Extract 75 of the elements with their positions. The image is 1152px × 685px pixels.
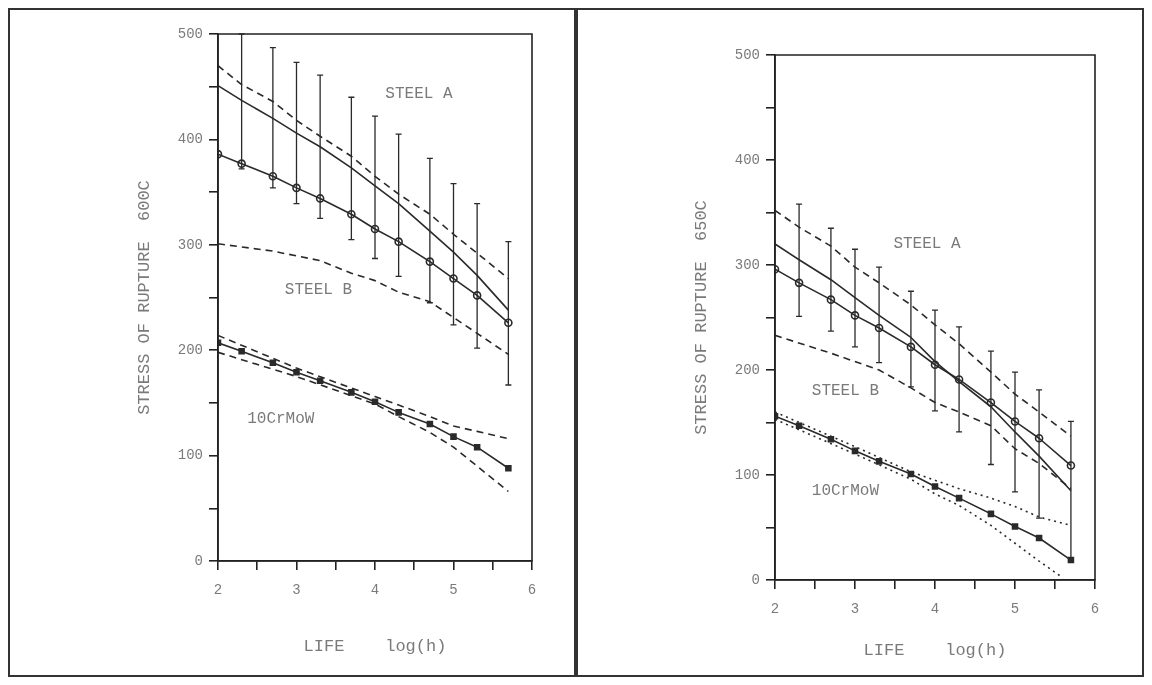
point <box>826 295 836 304</box>
point <box>370 224 380 234</box>
point <box>907 470 915 478</box>
x-tick-label: 4 <box>930 601 940 618</box>
point <box>371 398 379 406</box>
annotation: STEEL B <box>811 382 880 401</box>
point <box>293 369 300 376</box>
point <box>986 398 996 407</box>
point <box>850 311 860 320</box>
y-tick-label: 100 <box>177 447 203 464</box>
x-tick-label: 5 <box>1010 601 1020 618</box>
y-tick-label: 200 <box>177 341 203 358</box>
y-tick-label: 400 <box>734 151 760 168</box>
x-tick-label: 2 <box>213 582 223 599</box>
point <box>472 291 482 300</box>
point <box>449 274 458 283</box>
annotation: STEEL A <box>385 85 453 104</box>
point <box>794 278 804 288</box>
x-axis-title: LIFE log(h) <box>303 637 447 657</box>
point <box>268 171 278 181</box>
x-tick-label: 5 <box>449 582 458 599</box>
x-tick-label: 3 <box>292 582 301 599</box>
point <box>827 436 835 443</box>
y-tick-label: 300 <box>734 256 760 273</box>
annotation: 10CrMoW <box>247 409 315 428</box>
point <box>473 443 481 451</box>
point <box>425 257 435 266</box>
y-tick-label: 0 <box>194 552 203 569</box>
annotation: STEEL A <box>893 235 961 254</box>
point <box>1011 523 1019 530</box>
point <box>395 409 402 416</box>
point <box>450 433 457 440</box>
y-tick-label: 500 <box>177 25 203 42</box>
point <box>269 359 277 367</box>
point <box>874 323 884 333</box>
point <box>851 447 859 455</box>
point <box>1034 433 1044 443</box>
point <box>292 183 301 193</box>
point <box>348 389 355 396</box>
x-tick-label: 3 <box>850 601 860 618</box>
y-axis-title: STRESS OF RUPTURE 650C <box>691 200 711 435</box>
point <box>504 318 513 328</box>
point <box>505 464 512 472</box>
point <box>1010 417 1020 426</box>
point <box>930 360 940 370</box>
x-tick-label: 6 <box>527 582 537 599</box>
point <box>875 458 883 465</box>
point <box>315 194 325 203</box>
point <box>238 347 245 355</box>
x-tick-label: 2 <box>770 601 780 618</box>
y-tick-label: 200 <box>734 361 760 378</box>
point <box>394 237 403 246</box>
point <box>954 375 964 384</box>
y-tick-label: 100 <box>734 466 760 483</box>
point <box>1035 534 1043 542</box>
y-tick-label: 400 <box>177 131 203 148</box>
x-axis-title: LIFE log(h) <box>863 641 1007 661</box>
annotation: STEEL B <box>284 281 353 300</box>
point <box>316 377 324 385</box>
point <box>237 159 246 168</box>
point <box>906 342 916 352</box>
y-tick-label: 300 <box>177 236 203 253</box>
x-tick-label: 6 <box>1090 601 1100 618</box>
point <box>931 483 939 490</box>
point <box>795 422 803 429</box>
point <box>426 420 434 428</box>
x-tick-label: 4 <box>370 582 380 599</box>
point <box>987 510 995 518</box>
point <box>955 494 963 502</box>
y-tick-label: 0 <box>751 571 760 588</box>
point <box>1066 461 1076 470</box>
annotation: 10CrMoW <box>811 481 880 500</box>
y-tick-label: 500 <box>734 46 760 63</box>
y-axis-title: STRESS OF RUPTURE 600C <box>134 180 154 415</box>
point <box>347 209 356 219</box>
